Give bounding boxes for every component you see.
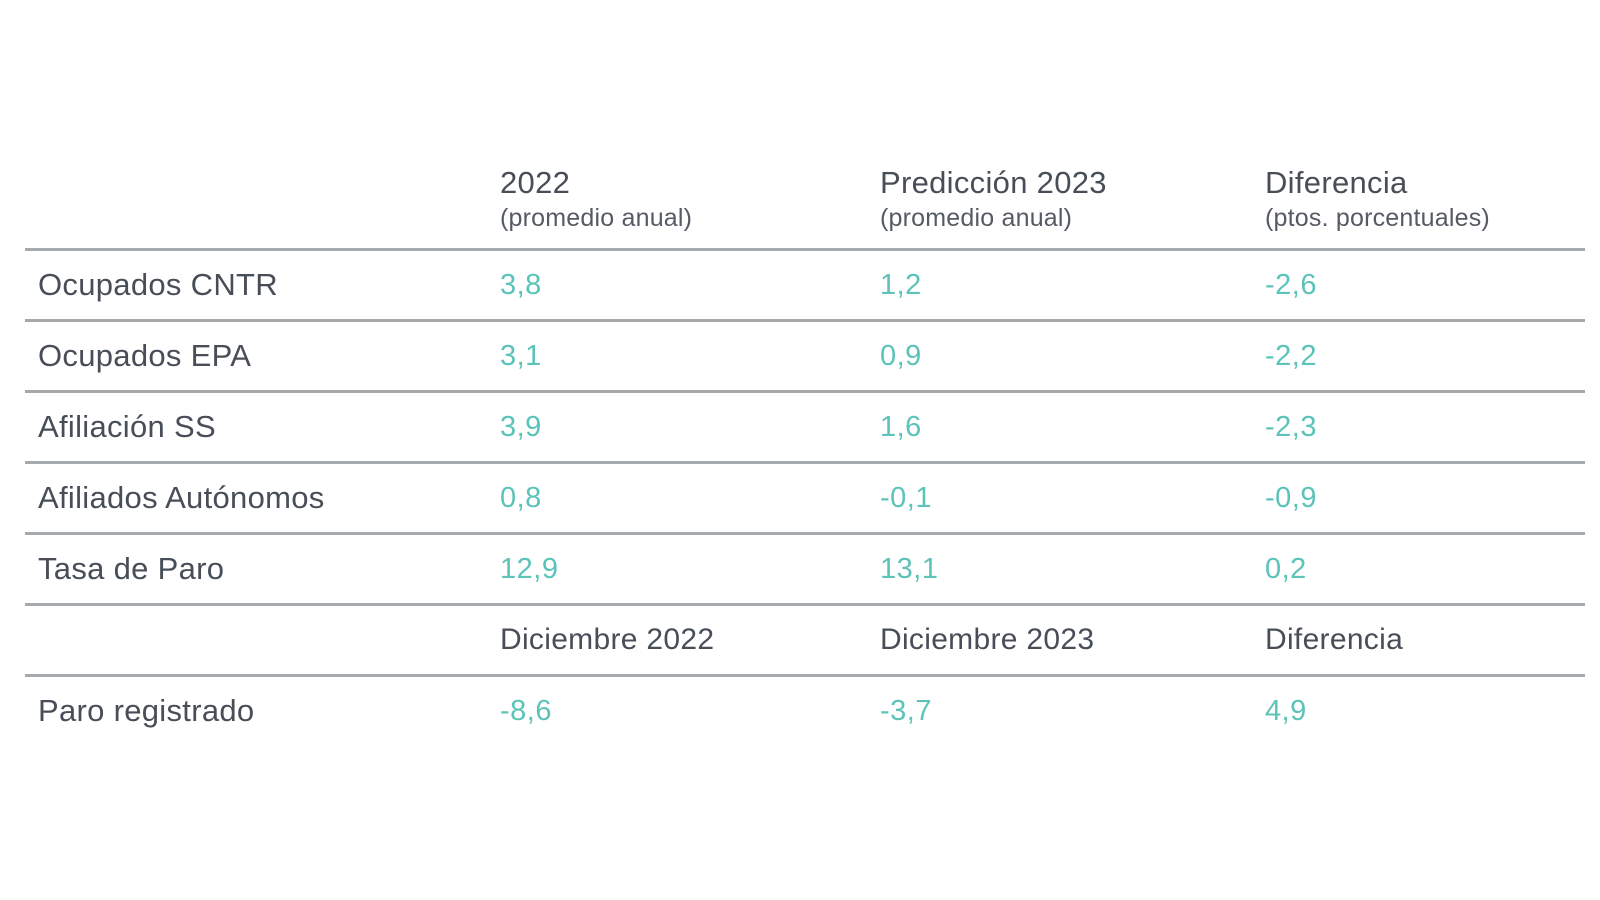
table-row-paro-registrado: Paro registrado -8,6 -3,7 4,9 xyxy=(25,674,1585,745)
row-label: Afiliación SS xyxy=(38,409,216,444)
value-diciembre-2022: -8,6 xyxy=(500,694,552,727)
row-label: Ocupados EPA xyxy=(38,338,252,373)
value-pred-2023: 0,9 xyxy=(880,339,922,372)
header-col-prediccion-2023: Predicción 2023 (promedio anual) xyxy=(880,164,1265,234)
header-col-diferencia: Diferencia (ptos. porcentuales) xyxy=(1265,164,1585,234)
table-header-row: 2022 (promedio anual) Predicción 2023 (p… xyxy=(25,0,1585,248)
row-label: Ocupados CNTR xyxy=(38,267,278,302)
value-diferencia: 0,2 xyxy=(1265,552,1307,585)
table-row-ocupados-cntr: Ocupados CNTR 3,8 1,2 -2,6 xyxy=(25,248,1585,319)
value-pred-2023: 1,2 xyxy=(880,268,922,301)
value-diciembre-2023: -3,7 xyxy=(880,694,932,727)
value-diferencia: -2,6 xyxy=(1265,268,1317,301)
table-row-ocupados-epa: Ocupados EPA 3,1 0,9 -2,2 xyxy=(25,319,1585,390)
value-pred-2023: -0,1 xyxy=(880,481,932,514)
subheader-diferencia: Diferencia xyxy=(1265,623,1404,656)
header-sub-diferencia: (ptos. porcentuales) xyxy=(1265,204,1490,232)
header-title-2022: 2022 xyxy=(500,165,571,200)
value-diferencia: -0,9 xyxy=(1265,481,1317,514)
employment-forecast-table: 2022 (promedio anual) Predicción 2023 (p… xyxy=(25,0,1585,745)
table-row-afiliados-autonomos: Afiliados Autónomos 0,8 -0,1 -0,9 xyxy=(25,461,1585,532)
value-pred-2023: 1,6 xyxy=(880,410,922,443)
row-label: Tasa de Paro xyxy=(38,551,225,586)
table-row-tasa-de-paro: Tasa de Paro 12,9 13,1 0,2 xyxy=(25,532,1585,603)
header-title-diferencia: Diferencia xyxy=(1265,165,1408,200)
table-subheader-row: Diciembre 2022 Diciembre 2023 Diferencia xyxy=(25,603,1585,674)
header-sub-2022: (promedio anual) xyxy=(500,204,693,232)
value-diferencia: -2,3 xyxy=(1265,410,1317,443)
row-label: Afiliados Autónomos xyxy=(38,480,325,515)
value-2022: 3,1 xyxy=(500,339,542,372)
table-row-afiliacion-ss: Afiliación SS 3,9 1,6 -2,3 xyxy=(25,390,1585,461)
value-pred-2023: 13,1 xyxy=(880,552,939,585)
value-2022: 12,9 xyxy=(500,552,559,585)
value-2022: 0,8 xyxy=(500,481,542,514)
header-col-2022: 2022 (promedio anual) xyxy=(500,164,880,234)
value-diferencia: 4,9 xyxy=(1265,694,1307,727)
value-2022: 3,8 xyxy=(500,268,542,301)
subheader-diciembre-2022: Diciembre 2022 xyxy=(500,623,715,656)
header-title-prediccion-2023: Predicción 2023 xyxy=(880,165,1107,200)
subheader-diciembre-2023: Diciembre 2023 xyxy=(880,623,1095,656)
value-2022: 3,9 xyxy=(500,410,542,443)
value-diferencia: -2,2 xyxy=(1265,339,1317,372)
header-sub-prediccion-2023: (promedio anual) xyxy=(880,204,1073,232)
row-label: Paro registrado xyxy=(38,693,255,728)
